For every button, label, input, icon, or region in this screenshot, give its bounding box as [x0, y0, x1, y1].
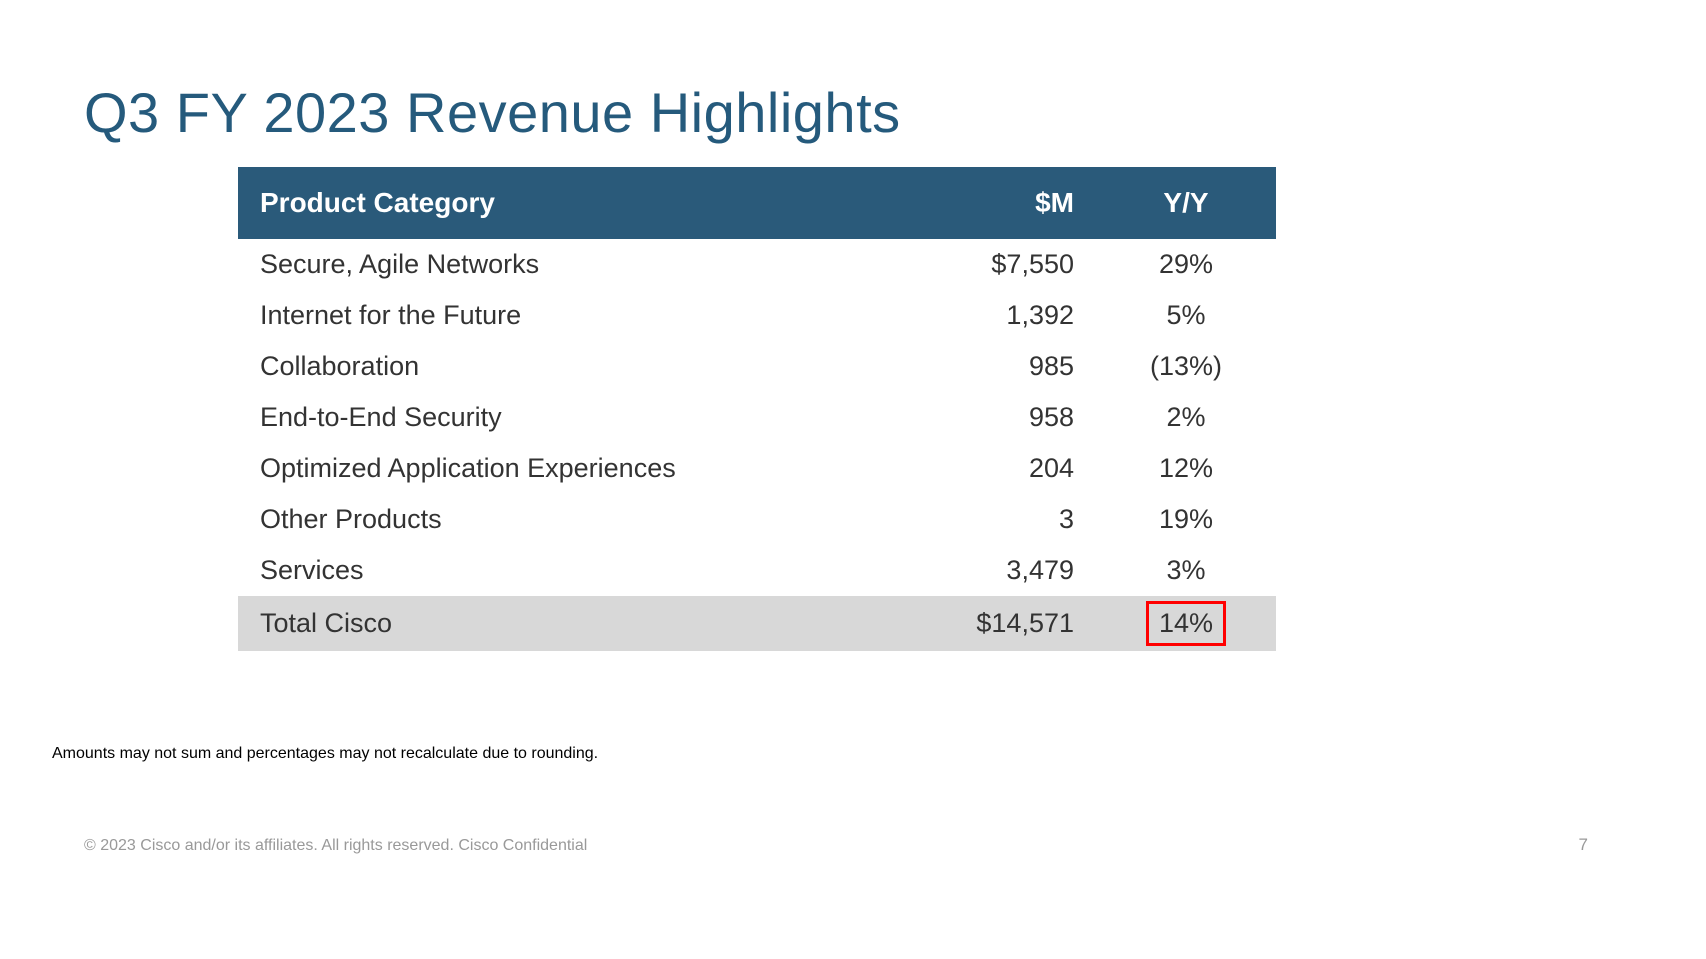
- cell-category: Secure, Agile Networks: [238, 239, 916, 290]
- total-category: Total Cisco: [238, 596, 916, 651]
- cell-category: Internet for the Future: [238, 290, 916, 341]
- header-category: Product Category: [238, 167, 916, 239]
- table-row: Collaboration985(13%): [238, 341, 1276, 392]
- cell-amount: 958: [916, 392, 1096, 443]
- cell-amount: $7,550: [916, 239, 1096, 290]
- cell-yy: 12%: [1096, 443, 1276, 494]
- header-yy: Y/Y: [1096, 167, 1276, 239]
- table-row: Other Products319%: [238, 494, 1276, 545]
- cell-category: Other Products: [238, 494, 916, 545]
- cell-yy: 29%: [1096, 239, 1276, 290]
- table-row: Optimized Application Experiences20412%: [238, 443, 1276, 494]
- table-row: End-to-End Security9582%: [238, 392, 1276, 443]
- footer-copyright: © 2023 Cisco and/or its affiliates. All …: [84, 837, 587, 855]
- page-title: Q3 FY 2023 Revenue Highlights: [84, 80, 1622, 145]
- cell-amount: 204: [916, 443, 1096, 494]
- header-amount: $M: [916, 167, 1096, 239]
- table-body: Secure, Agile Networks$7,55029%Internet …: [238, 239, 1276, 651]
- cell-amount: 3,479: [916, 545, 1096, 596]
- revenue-table-container: Product Category $M Y/Y Secure, Agile Ne…: [238, 167, 1276, 651]
- cell-category: End-to-End Security: [238, 392, 916, 443]
- cell-yy: 5%: [1096, 290, 1276, 341]
- cell-category: Optimized Application Experiences: [238, 443, 916, 494]
- cell-amount: 985: [916, 341, 1096, 392]
- revenue-table: Product Category $M Y/Y Secure, Agile Ne…: [238, 167, 1276, 651]
- table-total-row: Total Cisco$14,571 14%: [238, 596, 1276, 651]
- table-header-row: Product Category $M Y/Y: [238, 167, 1276, 239]
- table-row: Services3,4793%: [238, 545, 1276, 596]
- total-amount: $14,571: [916, 596, 1096, 651]
- footer-page-number: 7: [1579, 835, 1588, 855]
- cell-category: Services: [238, 545, 916, 596]
- cell-yy: 19%: [1096, 494, 1276, 545]
- cell-yy: (13%): [1096, 341, 1276, 392]
- cell-amount: 3: [916, 494, 1096, 545]
- table-row: Internet for the Future1,3925%: [238, 290, 1276, 341]
- footnote-text: Amounts may not sum and percentages may …: [52, 745, 598, 763]
- cell-yy: 2%: [1096, 392, 1276, 443]
- total-yy: 14%: [1096, 596, 1276, 651]
- slide-container: Q3 FY 2023 Revenue Highlights Product Ca…: [0, 0, 1706, 959]
- cell-yy: 3%: [1096, 545, 1276, 596]
- highlight-box: 14%: [1146, 601, 1226, 646]
- table-header: Product Category $M Y/Y: [238, 167, 1276, 239]
- cell-amount: 1,392: [916, 290, 1096, 341]
- table-row: Secure, Agile Networks$7,55029%: [238, 239, 1276, 290]
- cell-category: Collaboration: [238, 341, 916, 392]
